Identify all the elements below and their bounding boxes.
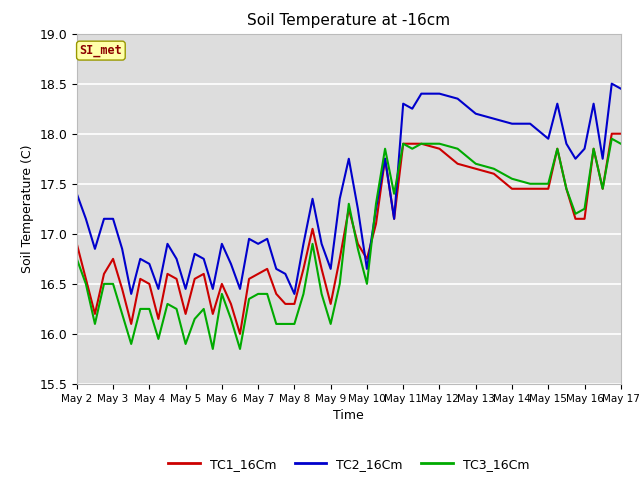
- TC1_16Cm: [354, 241, 362, 247]
- TC3_16Cm: [408, 146, 416, 152]
- TC1_16Cm: [608, 131, 616, 137]
- TC2_16Cm: [617, 86, 625, 92]
- TC3_16Cm: [608, 136, 616, 142]
- TC3_16Cm: [154, 336, 162, 342]
- Y-axis label: Soil Temperature (C): Soil Temperature (C): [20, 144, 34, 273]
- TC2_16Cm: [127, 291, 135, 297]
- Line: TC1_16Cm: TC1_16Cm: [77, 134, 621, 334]
- TC1_16Cm: [363, 256, 371, 262]
- TC2_16Cm: [73, 191, 81, 197]
- Title: Soil Temperature at -16cm: Soil Temperature at -16cm: [247, 13, 451, 28]
- TC2_16Cm: [408, 106, 416, 111]
- Line: TC3_16Cm: TC3_16Cm: [77, 139, 621, 349]
- TC1_16Cm: [236, 331, 244, 337]
- TC1_16Cm: [390, 216, 398, 222]
- TC2_16Cm: [608, 81, 616, 86]
- X-axis label: Time: Time: [333, 409, 364, 422]
- TC2_16Cm: [372, 206, 380, 212]
- TC1_16Cm: [73, 241, 81, 247]
- TC1_16Cm: [490, 171, 498, 177]
- TC3_16Cm: [372, 201, 380, 207]
- Line: TC2_16Cm: TC2_16Cm: [77, 84, 621, 294]
- Text: SI_met: SI_met: [79, 44, 122, 57]
- TC3_16Cm: [345, 201, 353, 207]
- TC2_16Cm: [345, 156, 353, 162]
- TC3_16Cm: [617, 141, 625, 146]
- TC1_16Cm: [617, 131, 625, 137]
- TC1_16Cm: [200, 271, 207, 277]
- TC3_16Cm: [264, 291, 271, 297]
- TC3_16Cm: [73, 256, 81, 262]
- TC2_16Cm: [363, 266, 371, 272]
- TC1_16Cm: [381, 156, 389, 162]
- TC2_16Cm: [264, 236, 271, 242]
- Legend: TC1_16Cm, TC2_16Cm, TC3_16Cm: TC1_16Cm, TC2_16Cm, TC3_16Cm: [163, 453, 534, 476]
- TC2_16Cm: [164, 241, 172, 247]
- TC3_16Cm: [209, 346, 216, 352]
- TC3_16Cm: [363, 281, 371, 287]
